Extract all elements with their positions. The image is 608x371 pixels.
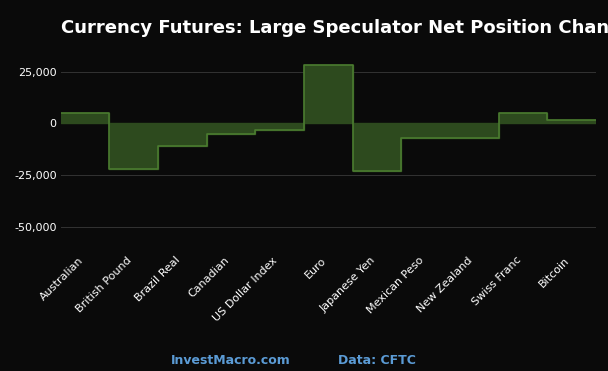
Text: Currency Futures: Large Speculator Net Position Changes: Currency Futures: Large Speculator Net P… xyxy=(61,19,608,37)
Text: InvestMacro.com: InvestMacro.com xyxy=(171,354,291,367)
Text: Data: CFTC: Data: CFTC xyxy=(338,354,416,367)
